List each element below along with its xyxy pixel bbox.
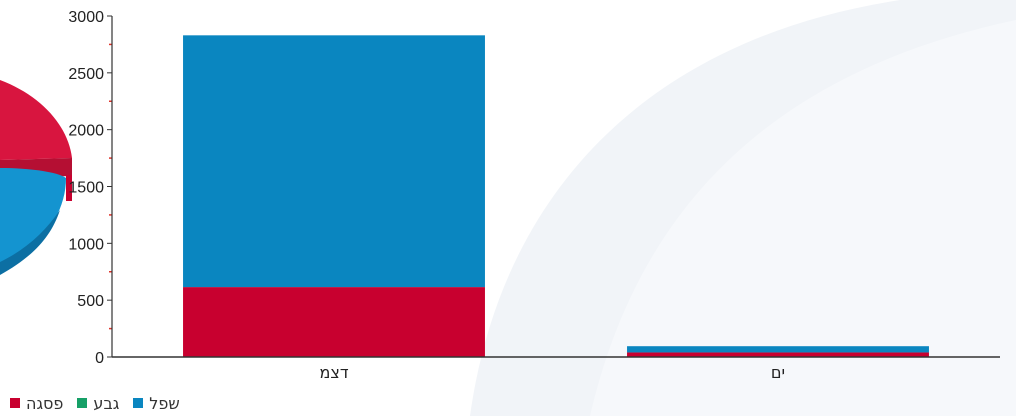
legend-swatch xyxy=(10,398,20,408)
y-tick-label: 500 xyxy=(77,293,104,310)
bar-segment[interactable] xyxy=(183,35,485,287)
y-tick-label: 2000 xyxy=(68,123,104,140)
legend-swatch xyxy=(133,398,143,408)
x-tick-label: דצמ xyxy=(319,363,348,382)
legend-item[interactable]: פסגה xyxy=(10,394,63,413)
legend-item[interactable]: שפל xyxy=(133,394,179,413)
y-axis: 0 500 1000 1500 2000 2500 3000 xyxy=(68,9,112,367)
x-axis-labels: דצמ ים xyxy=(319,363,785,382)
bar-segment[interactable] xyxy=(627,346,929,352)
x-tick-label: ים xyxy=(771,363,785,382)
legend-item[interactable]: גבע xyxy=(77,394,119,413)
legend-label: גבע xyxy=(93,394,119,413)
y-tick-label: 3000 xyxy=(68,9,104,26)
legend: פסגה גבע שפל xyxy=(10,392,180,414)
legend-label: שפל xyxy=(149,394,179,413)
y-tick-label: 1000 xyxy=(68,236,104,253)
y-tick-label: 1500 xyxy=(68,180,104,197)
y-tick-label: 2500 xyxy=(68,66,104,83)
legend-label: פסגה xyxy=(26,394,63,413)
legend-swatch xyxy=(77,398,87,408)
y-tick-label: 0 xyxy=(95,350,104,367)
bars-group xyxy=(183,35,929,357)
bar-segment[interactable] xyxy=(183,287,485,357)
